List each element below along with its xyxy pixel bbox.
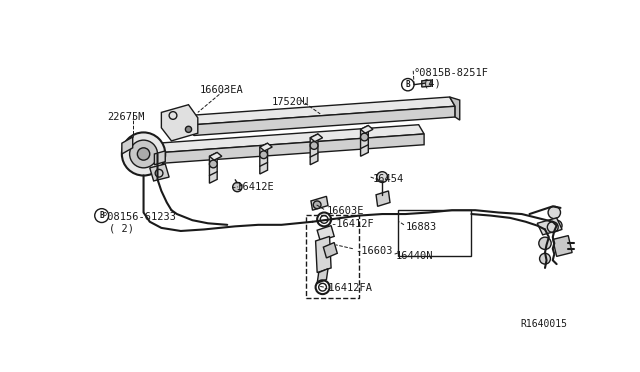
Polygon shape [376, 191, 390, 206]
Circle shape [377, 172, 388, 183]
Polygon shape [209, 153, 217, 183]
Text: -16412FA: -16412FA [323, 283, 372, 294]
Circle shape [360, 133, 368, 141]
Polygon shape [194, 106, 455, 135]
Polygon shape [317, 225, 334, 241]
Polygon shape [422, 80, 431, 87]
Bar [307, 215, 359, 298]
Circle shape [310, 142, 318, 150]
Text: R1640015: R1640015 [520, 319, 567, 329]
Text: 22675M: 22675M [107, 112, 145, 122]
Polygon shape [161, 105, 198, 141]
Text: B: B [406, 80, 410, 89]
Text: 16603E: 16603E [326, 206, 364, 217]
Polygon shape [311, 196, 328, 210]
Polygon shape [154, 151, 165, 165]
Polygon shape [189, 115, 194, 135]
Text: °08156-61233: °08156-61233 [102, 212, 177, 222]
Circle shape [423, 80, 429, 86]
Text: 16454: 16454 [373, 174, 404, 184]
Text: -16603: -16603 [355, 246, 392, 256]
Circle shape [548, 206, 561, 219]
Circle shape [233, 183, 242, 192]
Polygon shape [260, 143, 268, 174]
Circle shape [539, 237, 551, 250]
Circle shape [122, 132, 165, 176]
Polygon shape [157, 143, 163, 163]
Polygon shape [553, 235, 572, 256]
Circle shape [260, 151, 268, 158]
Circle shape [186, 126, 191, 132]
Circle shape [209, 160, 217, 168]
Polygon shape [122, 137, 132, 154]
Polygon shape [310, 134, 318, 165]
Polygon shape [316, 236, 331, 273]
Polygon shape [163, 134, 424, 163]
Polygon shape [157, 125, 424, 153]
Text: 16440N: 16440N [396, 251, 434, 261]
Polygon shape [360, 125, 373, 133]
Polygon shape [310, 134, 323, 142]
Text: ( 2): ( 2) [109, 223, 134, 233]
Polygon shape [537, 218, 562, 235]
Polygon shape [189, 97, 455, 125]
Polygon shape [317, 269, 328, 283]
Polygon shape [323, 243, 337, 258]
Text: 16883: 16883 [406, 222, 436, 232]
Circle shape [540, 253, 550, 264]
Circle shape [138, 148, 150, 160]
Text: 16603EA: 16603EA [200, 85, 244, 95]
Text: B: B [99, 211, 104, 220]
Circle shape [551, 220, 562, 231]
Polygon shape [260, 143, 272, 151]
Text: 17520U: 17520U [272, 97, 310, 107]
Circle shape [313, 201, 321, 209]
Circle shape [130, 140, 157, 168]
Polygon shape [150, 164, 169, 181]
Text: -16412F: -16412F [330, 219, 374, 229]
Polygon shape [450, 97, 460, 120]
Polygon shape [360, 125, 368, 156]
Text: (4): (4) [422, 78, 442, 89]
Text: -16412E: -16412E [230, 182, 274, 192]
Polygon shape [209, 153, 222, 160]
Bar [397, 210, 472, 256]
Text: °0815B-8251F: °0815B-8251F [413, 68, 488, 78]
